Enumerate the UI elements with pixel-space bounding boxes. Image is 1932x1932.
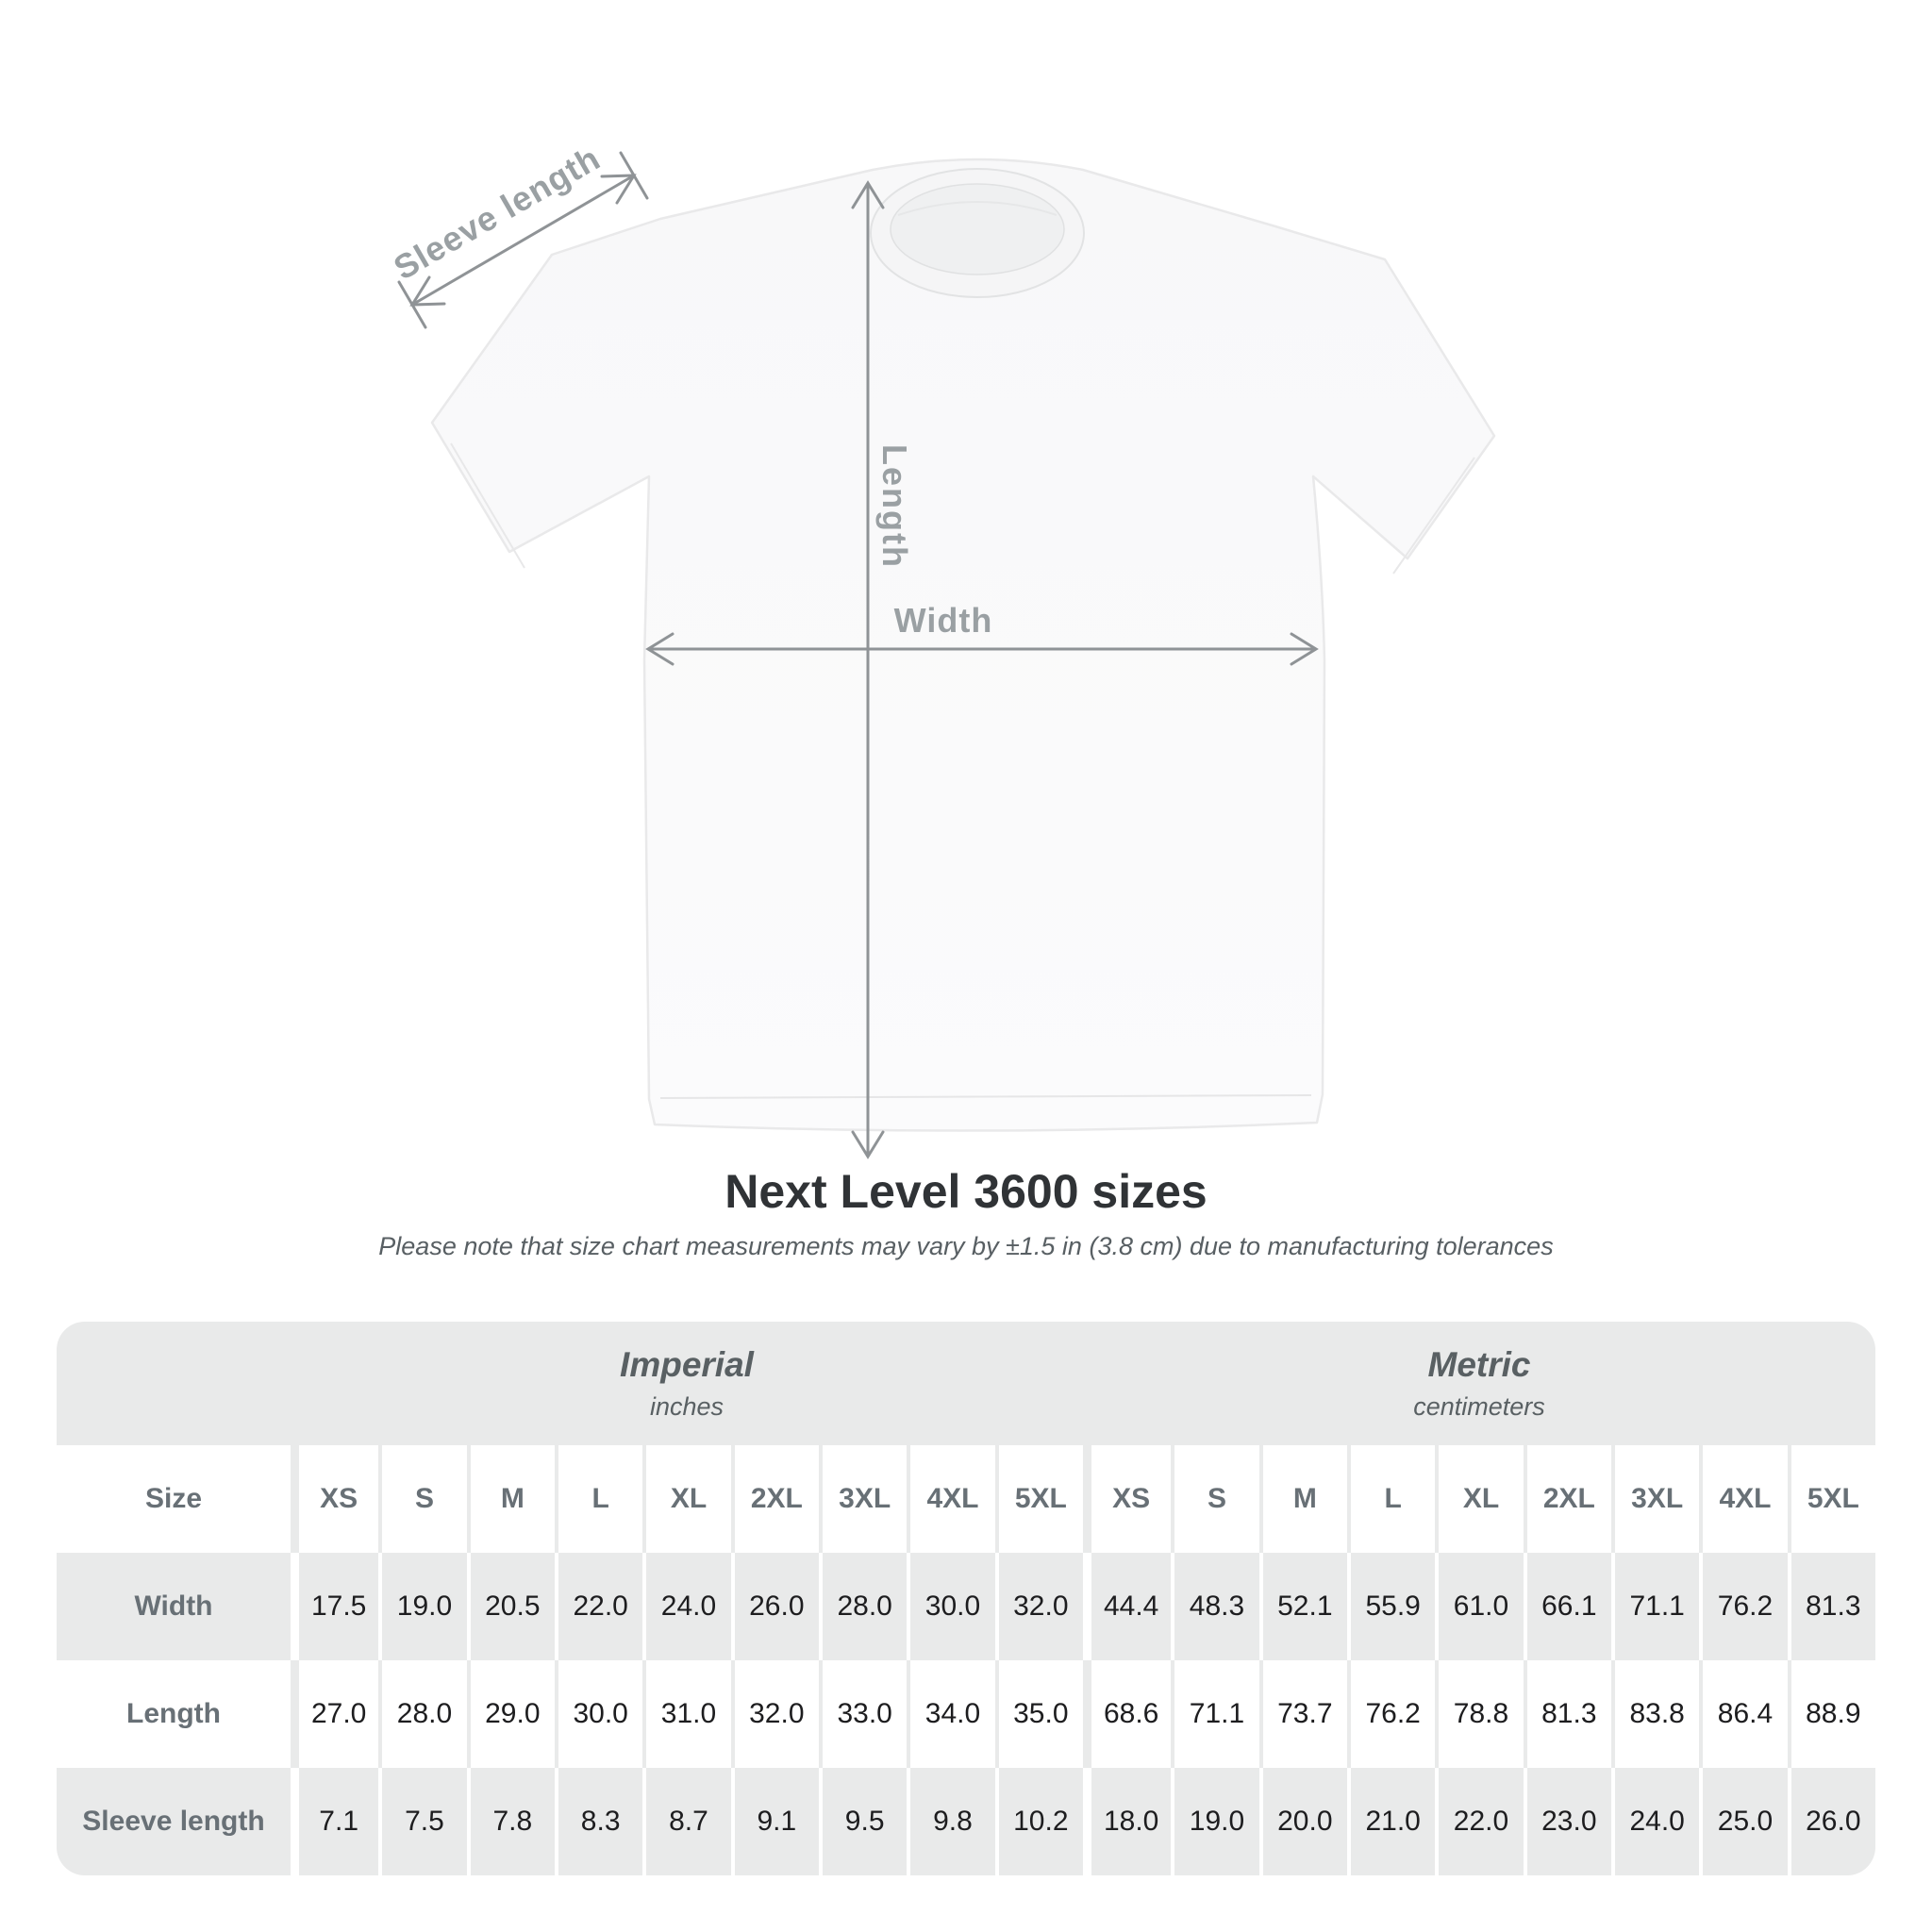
value-cell: 27.0 (291, 1660, 379, 1768)
value-cell: 18.0 (1083, 1768, 1171, 1875)
size-cell: XS (1083, 1445, 1172, 1553)
value-cell: 26.0 (1787, 1768, 1875, 1875)
value-cell: 71.1 (1611, 1553, 1699, 1660)
metric-section-header: Metric centimeters (1083, 1322, 1875, 1445)
size-chart-table: Imperial inches Metric centimeters Size … (57, 1322, 1875, 1875)
value-cell: 29.0 (466, 1660, 555, 1768)
value-cell: 73.7 (1258, 1660, 1347, 1768)
value-cell: 26.0 (730, 1553, 819, 1660)
size-cell: S (1171, 1445, 1259, 1553)
value-cell: 25.0 (1699, 1768, 1787, 1875)
value-cell: 28.0 (378, 1660, 467, 1768)
value-cell: 35.0 (994, 1660, 1083, 1768)
size-cell: 2XL (730, 1445, 819, 1553)
value-cell: 52.1 (1258, 1553, 1347, 1660)
tshirt-illustration (397, 151, 1496, 1159)
value-cell: 24.0 (642, 1553, 730, 1660)
value-cell: 8.3 (555, 1768, 642, 1875)
tolerance-note: Please note that size chart measurements… (378, 1232, 1554, 1260)
value-cell: 81.3 (1523, 1660, 1611, 1768)
value-cell: 76.2 (1699, 1553, 1787, 1660)
value-cell: 23.0 (1523, 1768, 1611, 1875)
value-cell: 55.9 (1347, 1553, 1435, 1660)
value-cell: 78.8 (1435, 1660, 1524, 1768)
value-cell: 20.0 (1258, 1768, 1347, 1875)
value-cell: 33.0 (819, 1660, 908, 1768)
length-arrow (851, 180, 885, 1159)
value-cell: 7.8 (466, 1768, 555, 1875)
value-cell: 86.4 (1699, 1660, 1788, 1768)
sleeve-length-arrow (397, 151, 649, 329)
size-cell: 4XL (907, 1445, 995, 1553)
value-cell: 19.0 (1171, 1768, 1258, 1875)
value-cell: 7.5 (378, 1768, 466, 1875)
row-label-length: Length (57, 1660, 291, 1768)
value-cell: 32.0 (994, 1553, 1083, 1660)
value-cell: 83.8 (1611, 1660, 1700, 1768)
value-cell: 44.4 (1083, 1553, 1171, 1660)
tshirt-collar (870, 168, 1085, 298)
value-cell: 19.0 (378, 1553, 466, 1660)
page-title: Next Level 3600 sizes (724, 1165, 1208, 1218)
value-cell: 9.5 (819, 1768, 907, 1875)
size-cell: 5XL (994, 1445, 1083, 1553)
row-label-sleeve-length: Sleeve length (82, 1806, 265, 1837)
value-cell: 9.8 (907, 1768, 994, 1875)
value-cell: 66.1 (1523, 1553, 1611, 1660)
row-label-size: Size (57, 1445, 291, 1553)
value-cell: 24.0 (1611, 1768, 1699, 1875)
row-label-width: Width (134, 1591, 213, 1622)
size-cell: L (1347, 1445, 1436, 1553)
value-cell: 20.5 (466, 1553, 555, 1660)
size-cell: M (1258, 1445, 1347, 1553)
value-cell: 21.0 (1347, 1768, 1435, 1875)
value-cell: 32.0 (730, 1660, 819, 1768)
table-corner-cell (57, 1322, 291, 1445)
value-cell: 17.5 (291, 1553, 378, 1660)
imperial-section-unit: inches (649, 1392, 724, 1421)
value-cell: 7.1 (291, 1768, 378, 1875)
value-cell: 30.0 (555, 1660, 643, 1768)
value-cell: 22.0 (555, 1553, 642, 1660)
size-cell: L (555, 1445, 643, 1553)
value-cell: 30.0 (907, 1553, 994, 1660)
size-cell: 2XL (1523, 1445, 1611, 1553)
tshirt-measurement-diagram: Sleeve length Length Width (387, 139, 1496, 1159)
size-cell: M (466, 1445, 555, 1553)
imperial-section-title: Imperial (620, 1345, 754, 1384)
value-cell: 22.0 (1435, 1768, 1523, 1875)
value-cell: 31.0 (642, 1660, 731, 1768)
value-cell: 68.6 (1083, 1660, 1172, 1768)
value-cell: 28.0 (819, 1553, 907, 1660)
value-cell: 34.0 (907, 1660, 995, 1768)
size-cell: 4XL (1699, 1445, 1788, 1553)
value-cell: 8.7 (642, 1768, 730, 1875)
size-cell: S (378, 1445, 467, 1553)
value-cell: 76.2 (1347, 1660, 1436, 1768)
tshirt-body (430, 158, 1496, 1132)
metric-section-title: Metric (1427, 1345, 1531, 1384)
size-cell: XL (1435, 1445, 1524, 1553)
size-cell: XS (291, 1445, 379, 1553)
value-cell: 88.9 (1787, 1660, 1875, 1768)
length-label: Length (875, 444, 914, 569)
value-cell: 71.1 (1171, 1660, 1259, 1768)
size-cell: XL (642, 1445, 731, 1553)
value-cell: 48.3 (1171, 1553, 1258, 1660)
size-cell: 3XL (819, 1445, 908, 1553)
imperial-section-header: Imperial inches (291, 1322, 1083, 1445)
width-label: Width (893, 601, 993, 640)
value-cell: 10.2 (994, 1768, 1083, 1875)
value-cell: 61.0 (1435, 1553, 1523, 1660)
metric-section-unit: centimeters (1413, 1392, 1545, 1421)
value-cell: 9.1 (730, 1768, 819, 1875)
value-cell: 81.3 (1787, 1553, 1875, 1660)
width-arrow (645, 632, 1319, 666)
size-cell: 5XL (1787, 1445, 1875, 1553)
size-cell: 3XL (1611, 1445, 1700, 1553)
